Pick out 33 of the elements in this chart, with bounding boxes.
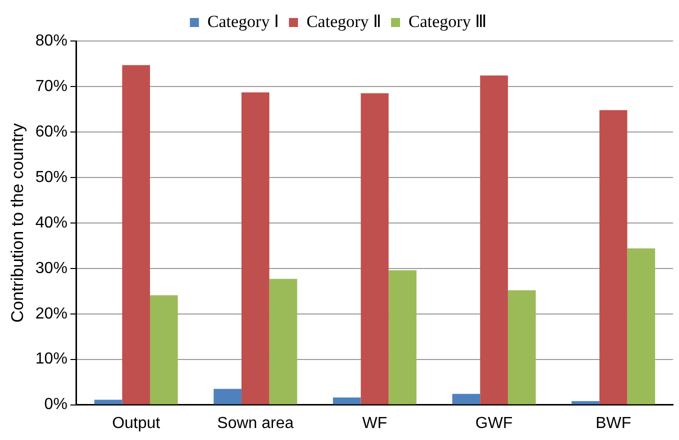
y-tick-label: 30% [35, 260, 68, 277]
bar [332, 398, 361, 404]
bar [269, 278, 298, 404]
y-tick-label: 80% [35, 32, 68, 50]
y-axis-title: Contribution to the country [8, 122, 27, 323]
bar [627, 248, 656, 404]
x-tick-label: Sown area [217, 414, 294, 432]
legend-label: Category Ⅰ [207, 12, 279, 31]
legend-label: Category Ⅱ [306, 12, 382, 31]
bar [214, 388, 242, 404]
y-tick-label: 20% [35, 305, 68, 322]
y-tick-label: 0% [44, 396, 68, 414]
x-tick-label: WF [362, 414, 388, 432]
bar [508, 290, 536, 404]
bar [572, 401, 600, 404]
y-tick-label: 50% [35, 168, 68, 186]
x-tick-label: Output [112, 414, 161, 432]
bar [241, 92, 270, 404]
bar [480, 76, 508, 404]
y-tick-label: 10% [35, 350, 68, 368]
bar [452, 394, 480, 404]
bar [94, 400, 122, 404]
y-tick-label: 70% [35, 78, 68, 95]
bar [360, 93, 389, 404]
y-tick-label: 60% [35, 123, 68, 140]
bar [599, 110, 628, 404]
y-tick-label: 40% [35, 214, 68, 232]
bar [388, 270, 416, 404]
x-tick-label: BWF [596, 414, 632, 432]
legend-label: Category Ⅲ [408, 12, 488, 31]
x-tick-label: GWF [475, 414, 513, 432]
bar [150, 295, 178, 404]
bar [122, 65, 150, 404]
